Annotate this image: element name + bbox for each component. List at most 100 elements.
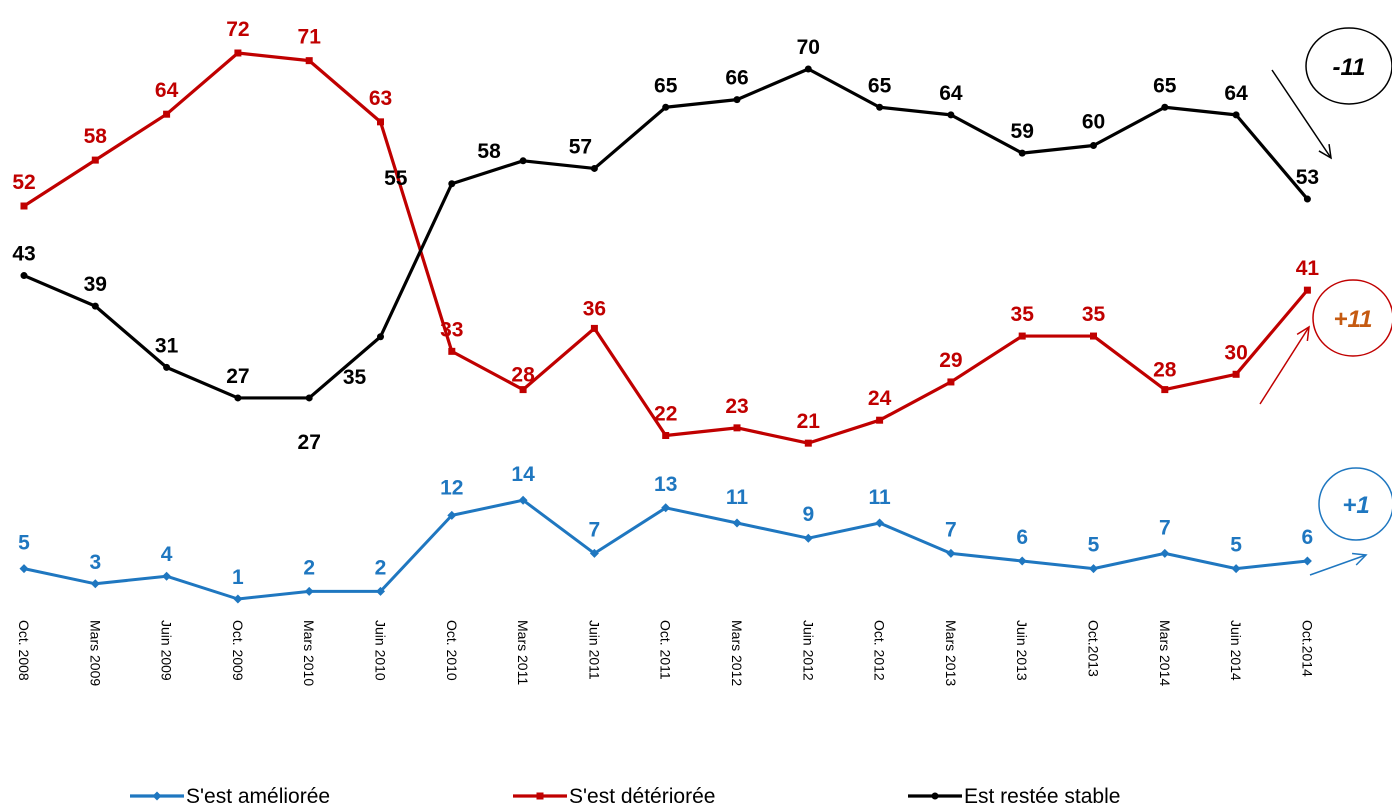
data-label-deteriorated: 64 xyxy=(155,79,179,102)
data-point-improved xyxy=(233,594,243,604)
data-label-deteriorated: 63 xyxy=(369,87,392,110)
data-point-deteriorated xyxy=(662,432,670,439)
legend-label: S'est améliorée xyxy=(186,785,330,808)
x-tick-label: Oct. 2008 xyxy=(16,620,32,681)
data-label-stable: 65 xyxy=(654,74,678,97)
x-tick-label: Oct.2014 xyxy=(1299,620,1315,677)
data-point-deteriorated xyxy=(519,386,527,394)
data-label-deteriorated: 58 xyxy=(84,125,108,148)
data-label-improved: 13 xyxy=(654,473,677,496)
data-point-improved xyxy=(19,564,29,574)
legend: S'est améliorée S'est détériorée Est resté… xyxy=(130,785,1120,808)
data-label-improved: 3 xyxy=(89,551,101,574)
data-point-deteriorated xyxy=(590,324,598,332)
data-label-improved: 12 xyxy=(440,476,463,499)
data-point-improved xyxy=(803,533,813,543)
data-label-stable: 65 xyxy=(868,74,892,97)
data-point-stable xyxy=(662,103,670,111)
x-tick-label: Juin 2012 xyxy=(800,620,816,681)
data-point-stable xyxy=(1161,103,1169,111)
data-point-stable xyxy=(519,157,527,165)
data-label-improved: 5 xyxy=(18,532,30,555)
data-label-deteriorated: 22 xyxy=(654,403,677,426)
data-point-stable xyxy=(163,363,171,371)
x-tick-label: Mars 2011 xyxy=(515,620,531,685)
change-label: +11 xyxy=(1334,306,1373,333)
change-oval xyxy=(1312,279,1392,357)
data-point-deteriorated xyxy=(448,347,456,355)
data-point-deteriorated xyxy=(733,424,741,432)
data-label-improved: 2 xyxy=(375,556,387,579)
data-point-stable xyxy=(234,394,242,402)
legend-marker xyxy=(536,792,544,800)
series-markers xyxy=(19,49,1312,604)
data-point-stable xyxy=(20,272,28,280)
data-point-stable xyxy=(876,103,884,111)
data-label-stable: 31 xyxy=(155,334,179,357)
data-point-improved xyxy=(1302,556,1312,566)
data-point-improved xyxy=(589,548,599,558)
x-tick-label: Juin 2009 xyxy=(159,620,175,681)
data-label-stable: 57 xyxy=(569,135,592,158)
x-tick-label: Oct. 2009 xyxy=(230,620,246,681)
data-point-improved xyxy=(376,586,385,596)
data-point-stable xyxy=(377,333,384,341)
change-oval xyxy=(1318,467,1392,541)
data-label-improved: 14 xyxy=(511,463,535,486)
data-label-deteriorated: 36 xyxy=(583,297,606,320)
data-label-deteriorated: 28 xyxy=(511,364,535,387)
data-label-improved: 6 xyxy=(1302,526,1314,549)
data-label-improved: 4 xyxy=(161,543,173,566)
data-label-stable: 70 xyxy=(797,36,820,59)
data-point-stable xyxy=(448,180,456,188)
x-tick-label: Mars 2009 xyxy=(87,620,103,686)
data-point-stable xyxy=(1018,149,1026,157)
data-point-improved xyxy=(1231,564,1241,574)
data-point-deteriorated xyxy=(305,57,313,65)
data-point-deteriorated xyxy=(1018,332,1026,340)
data-point-improved xyxy=(1160,548,1170,558)
series-line-deteriorated xyxy=(23,51,1309,445)
data-label-improved: 5 xyxy=(1088,534,1100,557)
data-point-stable xyxy=(1232,111,1240,119)
data-point-stable xyxy=(947,111,955,119)
data-label-stable: 53 xyxy=(1296,166,1319,189)
x-tick-label: Juin 2014 xyxy=(1228,620,1244,681)
data-point-stable xyxy=(804,65,812,73)
data-label-stable: 39 xyxy=(84,273,107,296)
data-label-improved: 7 xyxy=(1159,516,1171,539)
data-point-improved xyxy=(90,579,100,589)
data-label-stable: 55 xyxy=(384,167,408,190)
data-point-improved xyxy=(661,503,671,513)
data-point-deteriorated xyxy=(876,416,884,424)
data-point-stable xyxy=(733,96,741,104)
legend-label: S'est détériorée xyxy=(569,785,715,808)
change-arrow xyxy=(1309,554,1367,576)
data-label-improved: 11 xyxy=(868,486,891,509)
legend-label: Est restée stable xyxy=(964,785,1120,808)
x-tick-label: Juin 2011 xyxy=(586,620,602,680)
x-tick-label: Mars 2014 xyxy=(1157,620,1173,686)
data-point-deteriorated xyxy=(91,156,99,164)
change-arrow-head xyxy=(1351,552,1368,566)
data-label-stable: 60 xyxy=(1082,111,1105,134)
data-label-improved: 6 xyxy=(1016,526,1028,549)
series-line-stable xyxy=(23,67,1309,400)
data-label-deteriorated: 52 xyxy=(12,171,35,194)
data-label-deteriorated: 33 xyxy=(440,318,463,341)
data-label-improved: 2 xyxy=(303,556,315,579)
data-label-deteriorated: 72 xyxy=(226,18,249,41)
x-tick-label: Oct. 2011 xyxy=(658,620,674,680)
data-label-deteriorated: 28 xyxy=(1153,359,1177,382)
data-point-deteriorated xyxy=(234,49,242,57)
change-arrow-head xyxy=(1296,325,1310,341)
data-point-improved xyxy=(875,518,885,528)
data-point-deteriorated xyxy=(163,110,171,118)
data-label-deteriorated: 71 xyxy=(298,26,322,49)
data-point-deteriorated xyxy=(1090,332,1097,340)
data-point-improved xyxy=(518,495,528,505)
x-tick-label: Mars 2010 xyxy=(301,620,317,686)
x-tick-label: Juin 2010 xyxy=(373,620,389,681)
data-label-stable: 64 xyxy=(1224,82,1248,105)
